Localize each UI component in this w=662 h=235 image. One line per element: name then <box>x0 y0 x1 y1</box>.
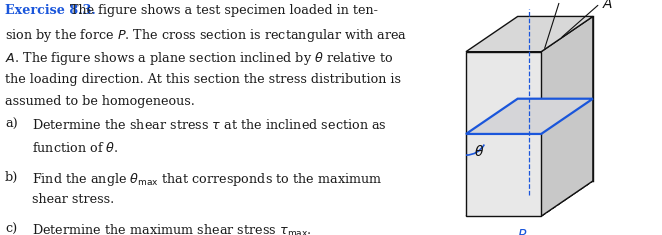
Polygon shape <box>466 16 593 52</box>
Text: Determine the maximum shear stress $\tau_{\mathrm{max}}$.: Determine the maximum shear stress $\tau… <box>32 223 311 235</box>
Text: The figure shows a test specimen loaded in ten-: The figure shows a test specimen loaded … <box>62 4 378 17</box>
Text: c): c) <box>5 223 17 235</box>
Text: Exercise 8.3.: Exercise 8.3. <box>5 4 96 17</box>
Text: the loading direction. At this section the stress distribution is: the loading direction. At this section t… <box>5 73 401 86</box>
Text: function of $\theta$.: function of $\theta$. <box>32 141 118 155</box>
Text: assumed to be homogeneous.: assumed to be homogeneous. <box>5 95 195 109</box>
Text: sion by the force $P$. The cross section is rectangular with area: sion by the force $P$. The cross section… <box>5 27 407 44</box>
Text: Determine the shear stress $\tau$ at the inclined section as: Determine the shear stress $\tau$ at the… <box>32 118 387 132</box>
Text: $\theta$: $\theta$ <box>474 144 485 159</box>
Polygon shape <box>466 52 541 216</box>
Polygon shape <box>466 99 593 134</box>
Text: $A$. The figure shows a plane section inclined by $\theta$ relative to: $A$. The figure shows a plane section in… <box>5 50 394 67</box>
Text: $P$: $P$ <box>516 228 527 235</box>
Text: a): a) <box>5 118 18 131</box>
Text: shear stress.: shear stress. <box>32 193 114 206</box>
Text: $A$: $A$ <box>602 0 614 11</box>
Polygon shape <box>541 16 593 216</box>
Polygon shape <box>466 181 593 216</box>
Text: b): b) <box>5 171 19 184</box>
Text: Find the angle $\theta_{\mathrm{max}}$ that corresponds to the maximum: Find the angle $\theta_{\mathrm{max}}$ t… <box>32 171 382 188</box>
